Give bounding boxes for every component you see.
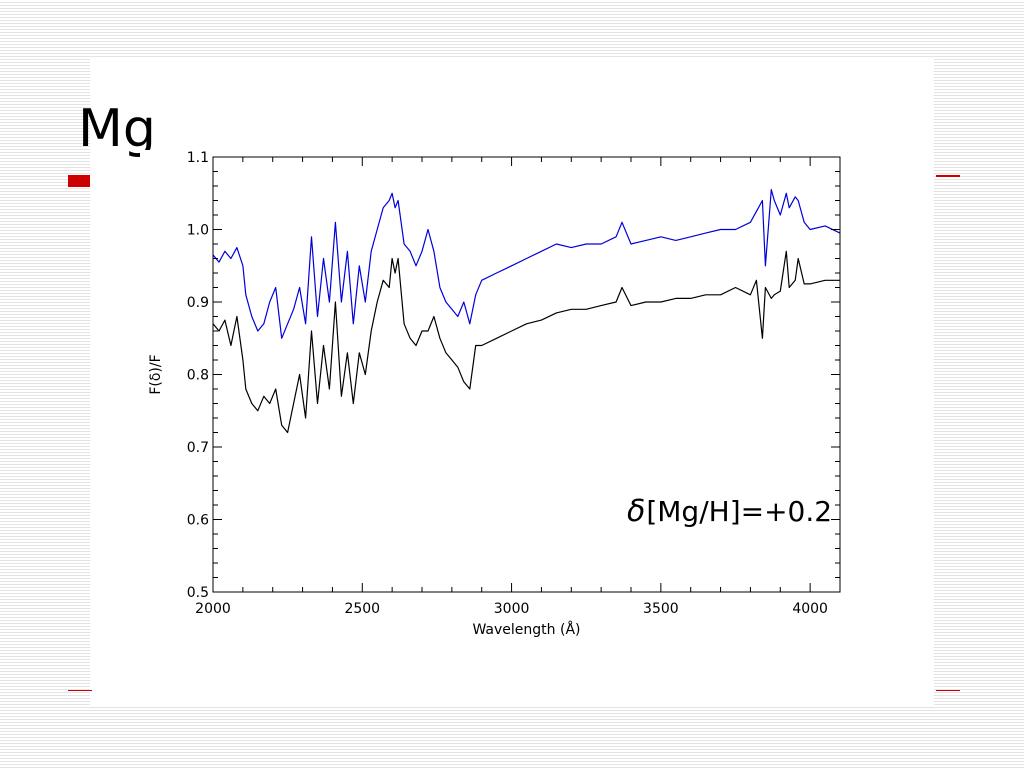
annotation-delta-symbol: δ	[627, 494, 645, 529]
x-tick-label: 3000	[494, 601, 530, 617]
y-tick-label: 0.6	[187, 513, 209, 529]
accent-line-right	[936, 175, 960, 177]
chart-canvas: 2000 2500 3000 3500 4000 0.5 0.6 0.7 0.8 0.9 1.0 1.…	[148, 150, 841, 638]
annotation-text: [Mg/H]=+0.2	[646, 495, 832, 528]
x-tick-label: 2000	[195, 601, 231, 617]
x-tick-label: 4000	[792, 601, 828, 617]
series-line-2	[212, 250, 840, 434]
x-tick-label: 3500	[643, 601, 679, 617]
y-tick-label: 1.1	[187, 150, 209, 166]
accent-line-bottom-left	[68, 690, 92, 691]
accent-line-bottom-right	[936, 690, 960, 691]
x-tick-label: 2500	[344, 601, 380, 617]
series-line-1	[212, 189, 841, 339]
slide-title: Mg	[78, 99, 156, 159]
y-axis-label: F(δ)/F	[148, 354, 164, 394]
spectrum-chart: 2000 2500 3000 3500 4000 0.5 0.6 0.7 0.8 0.9 1.0 1.…	[140, 150, 848, 652]
y-tick-label: 0.8	[187, 368, 209, 384]
y-tick-label: 0.7	[187, 440, 209, 456]
y-tick-label: 0.9	[187, 295, 209, 311]
y-tick-label: 1.0	[187, 223, 209, 239]
title-accent-bar	[68, 175, 90, 187]
y-tick-label: 0.5	[187, 585, 209, 601]
x-axis-label: Wavelength (Å)	[472, 621, 580, 638]
